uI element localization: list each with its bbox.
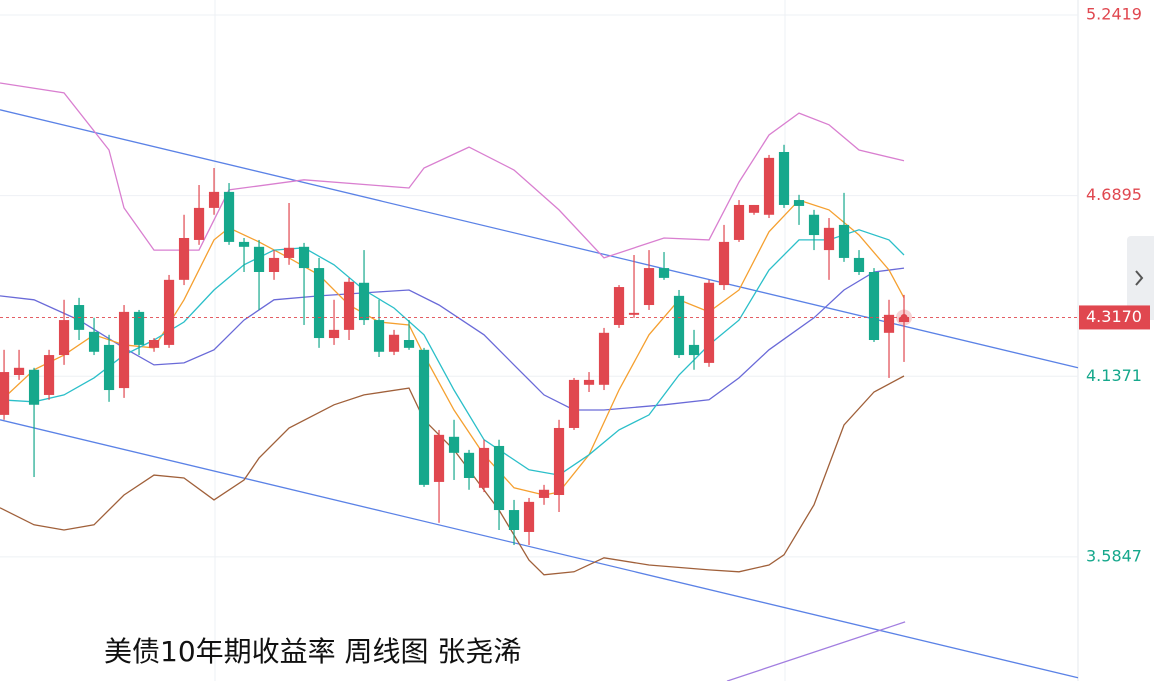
candle-body	[538, 489, 550, 498]
candle-body	[808, 214, 820, 236]
candle-body	[688, 344, 700, 356]
candle-body	[148, 340, 160, 348]
candle-body	[343, 281, 355, 330]
candle-body	[733, 204, 745, 240]
candle-body	[0, 372, 10, 415]
candle-body	[208, 191, 220, 208]
candle-body	[373, 320, 385, 352]
candle-body	[103, 344, 115, 391]
candle-body	[463, 452, 475, 479]
y-tick-label: 4.1371	[1086, 366, 1142, 385]
y-tick-label: 5.2419	[1086, 5, 1142, 24]
candle-body	[508, 510, 520, 530]
candle-body	[268, 257, 280, 272]
candle-body	[748, 204, 760, 213]
candle-body	[163, 279, 175, 345]
candle-body	[478, 447, 490, 488]
candle-body	[553, 427, 565, 496]
candle-body	[88, 331, 100, 352]
candle-body	[703, 282, 715, 363]
candle-body	[883, 314, 895, 333]
candle-body	[13, 367, 25, 375]
candle-body	[223, 191, 235, 242]
candle-body	[358, 282, 370, 321]
candle-body	[868, 271, 880, 341]
candle-body	[643, 268, 655, 306]
candle-body	[853, 257, 865, 272]
side-panel-toggle[interactable]	[1127, 236, 1154, 320]
candle-body	[493, 445, 505, 511]
indicator-line	[0, 82, 905, 259]
indicator-line	[0, 419, 1079, 679]
candle-body	[763, 157, 775, 215]
candle-body	[328, 329, 340, 339]
candle-body	[658, 268, 670, 278]
candle-body	[418, 349, 430, 485]
candle-body	[598, 332, 610, 385]
candle-body	[178, 237, 190, 280]
candle-body	[433, 434, 445, 482]
candle-body	[823, 227, 835, 251]
indicator-line	[0, 109, 1079, 369]
candle-body	[118, 311, 130, 389]
indicator-line	[0, 267, 905, 411]
y-tick-label: 4.6895	[1086, 185, 1142, 204]
candle-body	[403, 340, 415, 348]
candle-body	[793, 200, 805, 206]
candle-body	[448, 436, 460, 453]
candle-body	[613, 287, 625, 325]
last-price-badge	[1079, 305, 1150, 330]
candle-body	[133, 311, 145, 345]
candle-body	[838, 224, 850, 258]
plot	[0, 14, 1079, 681]
candle-body	[388, 334, 400, 352]
candle-body	[583, 379, 595, 385]
candle-body	[568, 379, 580, 428]
candle-body	[58, 320, 70, 356]
candle-body	[628, 312, 640, 315]
candle-body	[313, 268, 325, 339]
candle-body	[283, 247, 295, 258]
chevron-icon	[1135, 270, 1144, 286]
candle-body	[238, 241, 250, 247]
last-price-label: 4.3170	[1086, 307, 1142, 326]
chart-title: 美债10年期收益率 周线图 张尧浠	[104, 635, 521, 668]
last-price-dot	[900, 313, 908, 321]
candle-body	[298, 246, 310, 269]
candle-body	[43, 355, 55, 395]
indicator-line	[726, 621, 906, 681]
y-tick-label: 3.5847	[1086, 546, 1142, 565]
candle-body	[193, 207, 205, 240]
candle-body	[28, 369, 40, 405]
candle-body	[673, 295, 685, 356]
candle-body	[718, 241, 730, 286]
candle-body	[778, 151, 790, 205]
candle-body	[253, 246, 265, 272]
candle-body	[523, 501, 535, 532]
